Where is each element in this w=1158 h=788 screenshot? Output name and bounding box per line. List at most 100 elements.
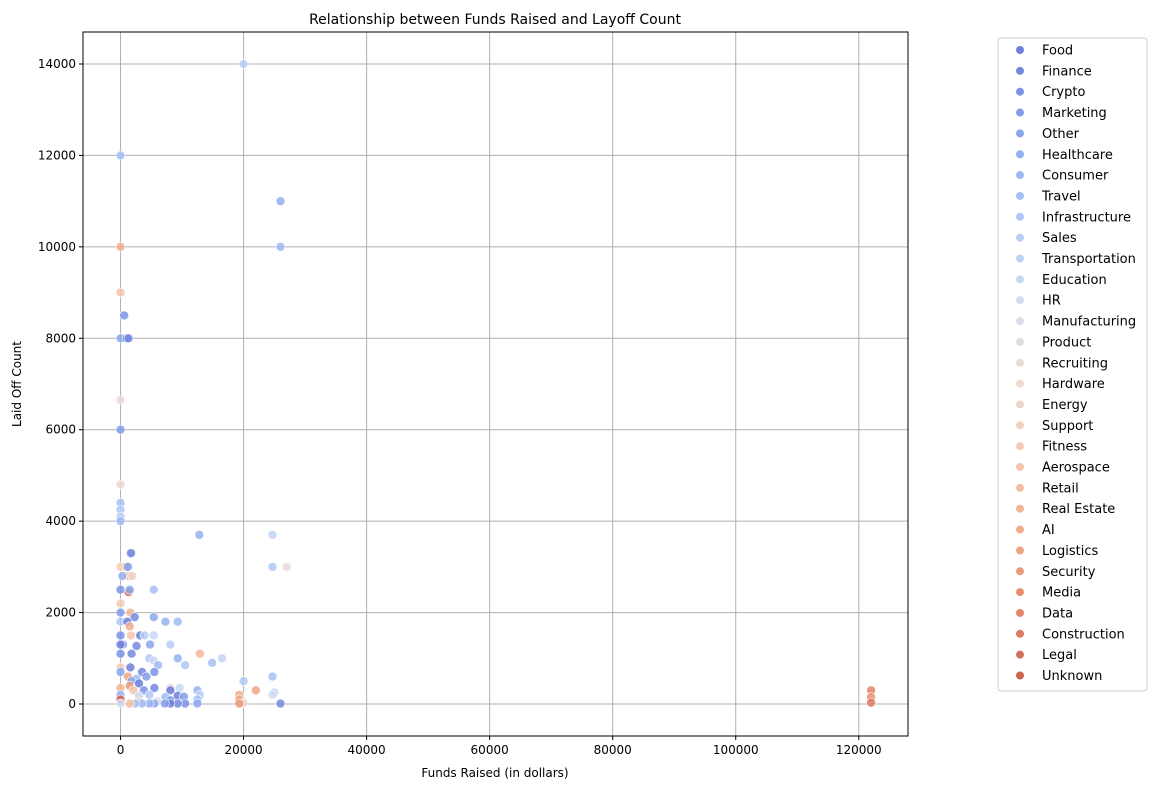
x-axis-ticks: 0 20000 40000 60000 80000 100000 120000 [117, 736, 882, 757]
legend: Food Finance Crypto Marketing Other Healthcar… [997, 37, 1148, 692]
legend-marker [1016, 108, 1024, 117]
legend-label: Education [1042, 273, 1107, 288]
x-tick-label: 60000 [471, 743, 509, 757]
data-point-support [127, 571, 138, 581]
data-point-education [148, 630, 159, 641]
data-point-hr [267, 690, 278, 700]
data-point-food [126, 548, 136, 558]
data-point-sales [165, 639, 176, 650]
legend-label: Legal [1042, 648, 1077, 663]
y-tick-label: 10000 [38, 240, 76, 254]
legend-marker [1016, 546, 1024, 555]
x-tick-label: 20000 [224, 743, 262, 757]
legend-marker [1016, 337, 1024, 346]
data-point-education [174, 683, 185, 693]
legend-marker [1016, 650, 1024, 659]
data-point-marketing [160, 698, 170, 709]
data-point-aerospace [126, 630, 136, 641]
data-point-other [115, 667, 126, 677]
data-point-infrastructure [238, 676, 249, 686]
y-tick-label: 6000 [45, 423, 76, 437]
data-point-marketing [115, 424, 126, 435]
legend-label: Aerospace [1042, 461, 1110, 476]
x-tick-label: 120000 [836, 743, 882, 757]
data-point-fitness [115, 598, 126, 609]
data-points [115, 59, 876, 709]
legend-label: Infrastructure [1042, 210, 1131, 225]
legend-label: Other [1042, 127, 1080, 142]
x-tick-label: 40000 [348, 743, 386, 757]
data-point-marketing [115, 607, 126, 618]
y-tick-label: 0 [68, 697, 76, 711]
legend-label: Retail [1042, 481, 1079, 496]
legend-label: Real Estate [1042, 502, 1115, 517]
data-point-food [125, 662, 136, 673]
legend-label: Media [1042, 586, 1081, 601]
data-point-food [115, 639, 126, 650]
data-point-healthcare [160, 616, 171, 627]
legend-frame [997, 37, 1148, 692]
data-point-travel [207, 658, 217, 668]
data-point-travel [115, 150, 126, 161]
data-point-infrastructure [144, 690, 155, 700]
legend-marker [1016, 400, 1024, 409]
legend-marker [1016, 504, 1024, 513]
y-axis-title: Laid Off Count [10, 341, 24, 427]
data-point-retail [124, 698, 135, 709]
x-tick-label: 80000 [594, 743, 632, 757]
x-tick-label: 100000 [713, 743, 759, 757]
legend-label: Healthcare [1042, 148, 1113, 163]
legend-label: Marketing [1042, 106, 1107, 121]
data-point-consumer [115, 516, 126, 526]
data-point-consumer [172, 616, 183, 627]
y-tick-label: 2000 [45, 606, 76, 620]
legend-label: Data [1042, 606, 1073, 621]
legend-label: Transportation [1041, 252, 1136, 267]
legend-label: Manufacturing [1042, 315, 1136, 330]
legend-marker [1016, 46, 1024, 54]
data-point-consumer [275, 242, 286, 252]
legend-label: Support [1042, 419, 1093, 434]
legend-marker [1016, 254, 1024, 263]
legend-marker [1016, 588, 1024, 597]
legend-label: Product [1042, 335, 1091, 350]
legend-marker [1016, 296, 1024, 305]
legend-marker [1016, 150, 1024, 159]
legend-marker [1016, 525, 1024, 534]
data-point-sales [139, 630, 150, 641]
legend-label: HR [1042, 294, 1061, 309]
grid-lines [83, 32, 908, 736]
data-point-real-estate [195, 648, 205, 659]
data-point-infrastructure [267, 562, 278, 572]
legend-label: Recruiting [1042, 356, 1108, 371]
legend-label: Unknown [1042, 669, 1102, 684]
legend-marker [1016, 66, 1024, 75]
legend-marker [1016, 191, 1024, 200]
legend-label: Energy [1042, 398, 1088, 413]
data-point-aerospace [115, 287, 126, 298]
data-point-food [165, 685, 176, 696]
legend-marker [1016, 87, 1024, 96]
data-point-finance [123, 333, 134, 344]
y-tick-label: 12000 [38, 148, 76, 162]
data-point-other [145, 639, 155, 650]
data-point-crypto [115, 630, 126, 641]
legend-marker [1016, 671, 1024, 680]
data-point-transportation [217, 653, 227, 664]
data-point-crypto [115, 584, 126, 595]
data-point-hardware [115, 395, 126, 405]
y-tick-label: 8000 [45, 331, 76, 345]
legend-label: AI [1042, 523, 1055, 538]
plot-frame [82, 31, 909, 737]
data-point-crypto [149, 667, 160, 677]
data-point-healthcare [117, 571, 128, 581]
x-tick-label: 0 [117, 743, 125, 757]
legend-label: Sales [1042, 231, 1077, 246]
legend-label: Food [1042, 44, 1073, 59]
data-point-other [148, 612, 159, 622]
legend-marker [1016, 275, 1024, 284]
data-point-ai [124, 621, 135, 632]
data-point-logistics [251, 685, 261, 696]
chart-title: Relationship between Funds Raised and La… [309, 12, 681, 28]
